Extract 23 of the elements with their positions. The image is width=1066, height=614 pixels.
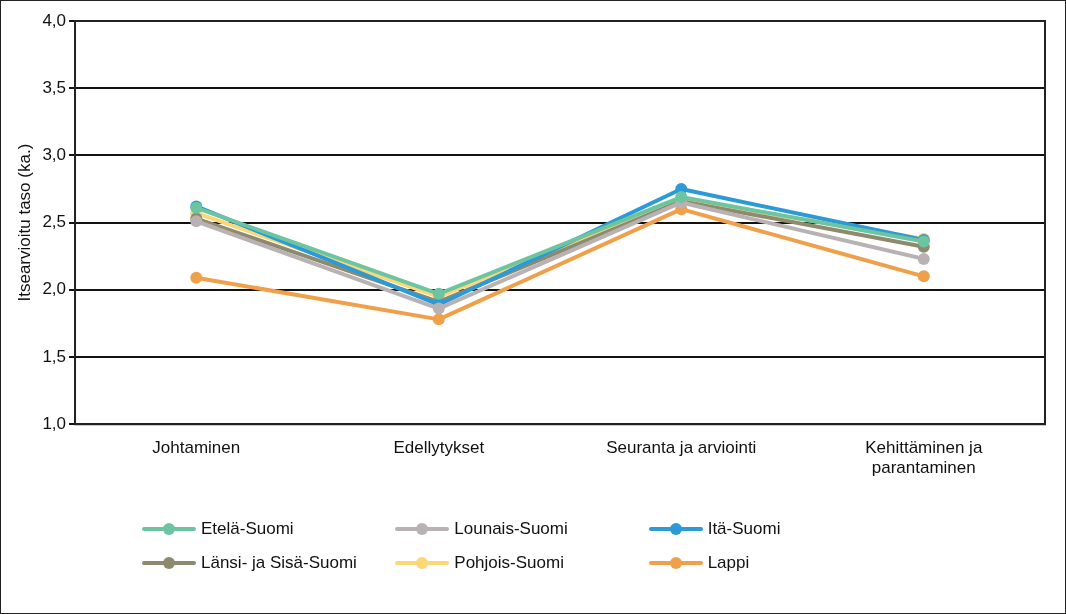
x-tick-label: Seuranta ja arviointi xyxy=(606,438,757,458)
legend-label: Pohjois-Suomi xyxy=(454,553,564,573)
x-tick-label: Johtaminen xyxy=(152,438,241,458)
legend-label: Lappi xyxy=(707,553,750,573)
point xyxy=(190,271,203,284)
y-axis-title: Itsearvioitu taso (ka.) xyxy=(14,143,34,302)
x-tick-label: Edellytykset xyxy=(393,438,485,458)
y-tick-label: 3,5 xyxy=(42,77,67,97)
y-tick-label: 4,0 xyxy=(42,10,67,30)
y-tick-label: 1,5 xyxy=(42,346,67,366)
legend-label: Lounais-Suomi xyxy=(454,519,568,539)
legend-label: Itä-Suomi xyxy=(707,519,781,539)
point xyxy=(917,270,930,283)
point xyxy=(917,252,930,265)
y-tick-label: 2,0 xyxy=(42,279,67,299)
y-tick-label: 3,0 xyxy=(42,145,67,165)
y-tick-label: 2,5 xyxy=(42,212,67,232)
y-tick-label: 1,0 xyxy=(42,413,67,433)
legend-label: Etelä-Suomi xyxy=(201,519,294,539)
legend-label: Länsi- ja Sisä-Suomi xyxy=(201,553,357,573)
x-tick-label: Kehittäminen ja parantaminen xyxy=(865,438,983,478)
point xyxy=(432,302,445,315)
point xyxy=(432,313,445,326)
